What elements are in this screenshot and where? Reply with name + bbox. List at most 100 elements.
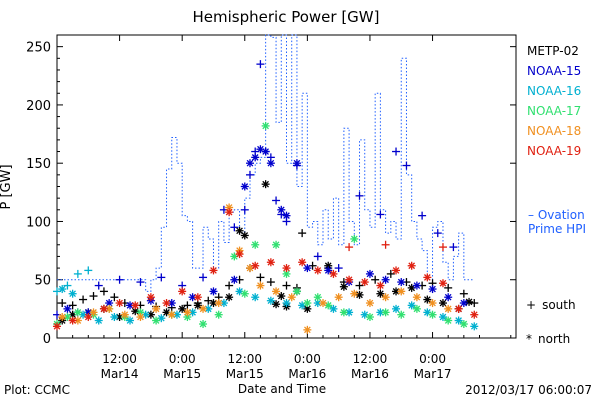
x-tick-label-date: Mar16 [351, 367, 389, 381]
legend-entry: NOAA-15 [527, 64, 581, 78]
x-tick-label-date: Mar16 [288, 367, 326, 381]
x-axis-label: Date and Time [238, 382, 326, 396]
north-point [345, 308, 354, 317]
south-point [230, 223, 239, 232]
south-point [355, 281, 364, 290]
north-point [204, 304, 213, 313]
south-point [266, 278, 275, 287]
north-point [392, 304, 401, 313]
y-tick-label: 200 [26, 99, 51, 114]
south-point [355, 191, 364, 200]
y-tick-label: 50 [34, 274, 51, 289]
north-point [412, 304, 421, 313]
north-point [365, 313, 374, 322]
north-point [188, 308, 197, 317]
south-point [459, 289, 468, 298]
north-point [454, 304, 463, 313]
north-point [167, 299, 176, 308]
north-point [287, 293, 296, 302]
south-point [345, 243, 354, 252]
north-point [235, 250, 244, 259]
north-point [261, 180, 270, 189]
north-point [334, 293, 343, 302]
north-point [63, 304, 72, 313]
north-point [251, 293, 260, 302]
north-point [345, 275, 354, 284]
south-point [444, 283, 453, 292]
north-point [272, 240, 281, 249]
north-point [120, 310, 129, 319]
north-point [313, 293, 322, 302]
ovation-legend-line1: – Ovation [528, 208, 585, 222]
north-point [110, 313, 119, 322]
south-point [376, 210, 385, 219]
north-point [225, 293, 234, 302]
north-point [282, 299, 291, 308]
south-point [68, 301, 77, 310]
north-point [303, 299, 312, 308]
north-point [329, 304, 338, 313]
north-point [423, 295, 432, 304]
north-point [319, 299, 328, 308]
north-point [272, 300, 281, 309]
north-point [277, 205, 286, 214]
south-point [272, 196, 281, 205]
ovation-legend-line2: Prime HPI [528, 222, 586, 236]
x-tick-label-time: 0:00 [169, 352, 196, 366]
north-point [183, 308, 192, 317]
north-point [209, 287, 218, 296]
north-point [152, 316, 161, 325]
south-point [418, 211, 427, 220]
north-point [230, 275, 239, 284]
north-point [303, 325, 312, 334]
north-point [167, 310, 176, 319]
north-point [261, 147, 270, 156]
north-point [454, 316, 463, 325]
south-point [371, 275, 380, 284]
footer-left: Plot: CCMC [4, 383, 70, 397]
north-point [365, 269, 374, 278]
y-axis-label: P [GW] [0, 164, 14, 209]
south-point [298, 229, 307, 238]
north-point [152, 304, 161, 313]
north-point [272, 287, 281, 296]
south-point [89, 292, 98, 301]
north-point [465, 297, 474, 306]
north-point [329, 269, 338, 278]
north-point [303, 304, 312, 313]
north-point [58, 313, 67, 322]
x-tick-label-time: 12:00 [227, 352, 262, 366]
x-tick-label-date: Mar15 [163, 367, 201, 381]
x-tick-label-date: Mar17 [414, 367, 452, 381]
north-point [193, 301, 202, 310]
x-tick-label-time: 0:00 [419, 352, 446, 366]
north-point [407, 261, 416, 270]
north-point [199, 304, 208, 313]
north-point [392, 266, 401, 275]
x-tick-label-date: Mar15 [226, 367, 264, 381]
north-point [397, 278, 406, 287]
north-point [240, 182, 249, 191]
north-point [266, 296, 275, 305]
north-point [68, 289, 77, 298]
north-point [397, 310, 406, 319]
north-point [303, 264, 312, 273]
north-point [444, 304, 453, 313]
north-label: north [538, 332, 570, 346]
north-point [178, 287, 187, 296]
north-point [240, 289, 249, 298]
north-point [292, 287, 301, 296]
y-tick-label: 250 [26, 41, 51, 56]
north-marker-legend: * north [526, 332, 570, 346]
south-point [282, 281, 291, 290]
north-point [428, 285, 437, 294]
north-point [444, 316, 453, 325]
ovation-line [57, 34, 475, 292]
north-point [360, 278, 369, 287]
north-point [438, 299, 447, 308]
south-point [381, 240, 390, 249]
south-point [256, 273, 265, 282]
north-point [251, 153, 260, 162]
north-point [131, 301, 140, 310]
